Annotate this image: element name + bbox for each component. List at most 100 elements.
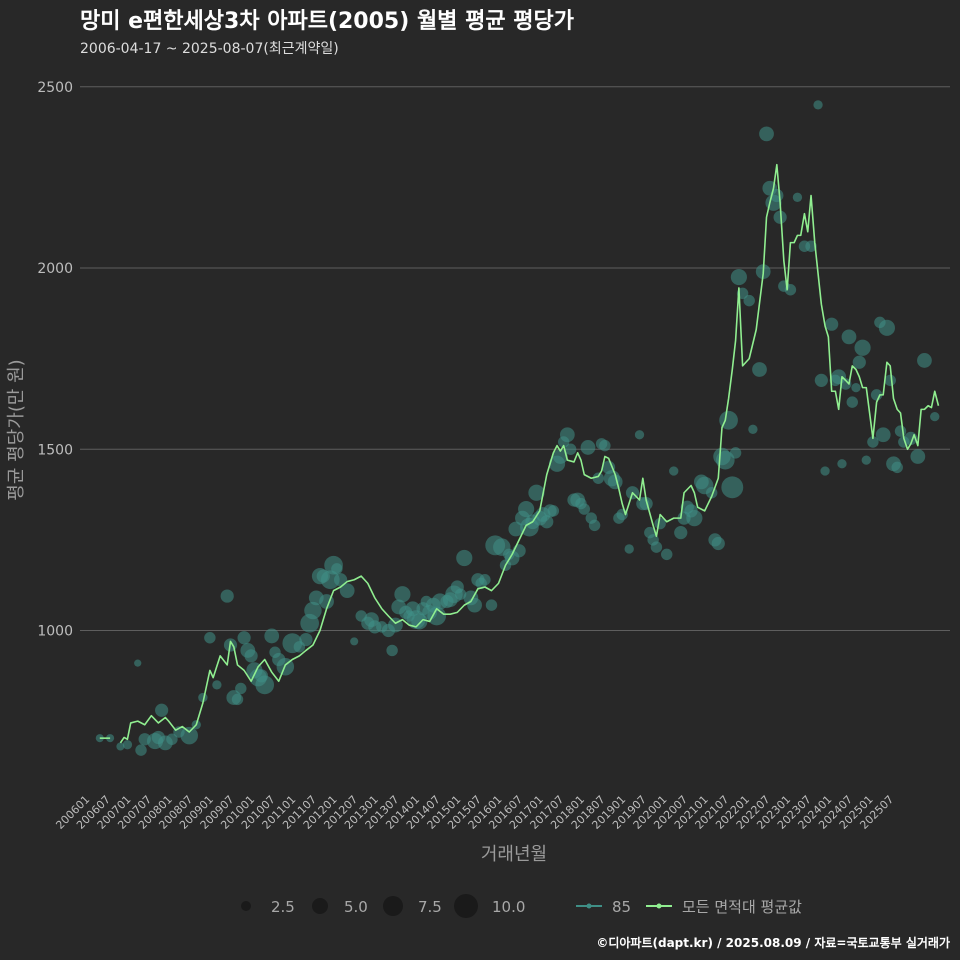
scatter-point [235, 682, 247, 695]
scatter-point [454, 588, 467, 600]
scatter-point [547, 505, 560, 517]
average-line-layer [99, 163, 940, 744]
scatter-point [729, 447, 742, 459]
size-legend-marker-2 [312, 898, 328, 914]
scatter-point [180, 726, 198, 745]
scatter-point [411, 613, 428, 630]
scatter-point [841, 329, 857, 345]
scatter-point [304, 601, 322, 620]
average-legend-dot [656, 903, 662, 909]
scatter-point [479, 574, 491, 586]
series-85-legend-dot [586, 903, 592, 909]
size-legend-label-1: 2.5 [271, 898, 295, 916]
scatter-point [204, 632, 216, 644]
scatter-point [851, 382, 861, 393]
size-legend-marker-3 [383, 896, 403, 916]
scatter-point [875, 427, 891, 443]
scatter-point [299, 632, 313, 647]
scatter-point [624, 544, 634, 554]
scatter-point [320, 570, 340, 590]
scatter-point [220, 589, 234, 603]
scatter-point [599, 439, 611, 452]
scatter-point [350, 637, 359, 646]
scatter-point [135, 744, 147, 756]
scatter-point [867, 436, 879, 448]
scatter-point [910, 449, 926, 464]
scatter-point [231, 693, 244, 706]
scatter-point [331, 563, 343, 575]
scatter-point [244, 649, 258, 663]
scatter-point [540, 515, 554, 529]
x-axis-label: 거래년월 [481, 844, 547, 865]
scatter-point [852, 355, 866, 369]
scatter-point [588, 519, 601, 532]
scatter-point [518, 500, 535, 518]
average-line [119, 163, 940, 744]
scatter-point [333, 573, 348, 587]
series-85-legend-label: 85 [612, 898, 631, 916]
size-legend-label-3: 7.5 [418, 898, 442, 916]
scatter-point [884, 374, 896, 387]
scatter-point [264, 628, 280, 644]
scatter-point [386, 644, 398, 657]
scatter-point [122, 740, 133, 750]
scatter-point [634, 430, 645, 440]
scatter-point [155, 703, 169, 717]
scatter-point [650, 541, 663, 553]
scatter-point [839, 378, 852, 390]
scatter-point [674, 526, 688, 540]
scatter-point [564, 443, 577, 455]
scatter-point [686, 510, 703, 527]
scatter-point [394, 586, 411, 603]
size-legend-label-4: 10.0 [492, 898, 525, 916]
y-axis-label: 평균 평당가(만 원) [6, 359, 27, 500]
scatter-point [116, 742, 125, 751]
size-legend-label-2: 5.0 [344, 898, 368, 916]
scatter-point [813, 100, 823, 110]
scatter-point [861, 455, 871, 465]
scatter-point [837, 459, 847, 469]
scatter-point [528, 484, 545, 501]
y-tick-label: 2500 [37, 80, 73, 96]
scatter-point [825, 317, 839, 331]
scatter-point [661, 548, 673, 561]
scatter-point [654, 517, 666, 530]
scatter-point [212, 680, 222, 690]
scatter-point [669, 466, 679, 476]
scatter-point [166, 733, 178, 745]
y-axis-ticks: 1000 1500 2000 2500 [37, 80, 73, 640]
size-legend-marker-4 [454, 894, 478, 918]
average-legend-label: 모든 면적대 평균값 [682, 898, 802, 916]
scatter-point [559, 427, 575, 443]
scatter-point [730, 268, 747, 286]
y-tick-label: 1000 [37, 624, 73, 640]
scatter-point [237, 631, 251, 645]
grid-lines [80, 86, 950, 631]
scatter-point [894, 425, 907, 437]
scatter-point [508, 521, 524, 537]
scatter-point [854, 339, 871, 356]
scatter-point [711, 536, 725, 551]
legend: 2.5 5.0 7.5 10.0 85 모든 면적대 평균값 [241, 894, 802, 918]
scatter-point [721, 476, 744, 499]
y-tick-label: 2000 [37, 261, 73, 277]
scatter-point [578, 503, 590, 515]
scatter-point [552, 449, 568, 464]
scatter-point [748, 424, 758, 434]
scatter-point [752, 362, 767, 377]
scatter-point [427, 606, 446, 626]
x-axis-ticks: 2006012006072007012007072008012008072009… [53, 793, 896, 832]
scatter-point [805, 240, 817, 252]
scatter-point [820, 466, 830, 476]
size-legend-marker-1 [241, 901, 251, 911]
source-caption: ©디아파트(dapt.kr) / 2025.08.09 / 자료=국토교통부 실… [596, 935, 950, 950]
chart-title: 망미 e편한세상3차 아파트(2005) 월별 평균 평당가 [80, 9, 574, 34]
scatter-point [792, 192, 803, 202]
scatter-point [607, 474, 623, 490]
y-tick-label: 1500 [37, 442, 73, 458]
scatter-point [467, 597, 482, 613]
scatter-point [255, 675, 275, 695]
scatter-point [639, 497, 653, 511]
scatter-point [456, 549, 473, 567]
